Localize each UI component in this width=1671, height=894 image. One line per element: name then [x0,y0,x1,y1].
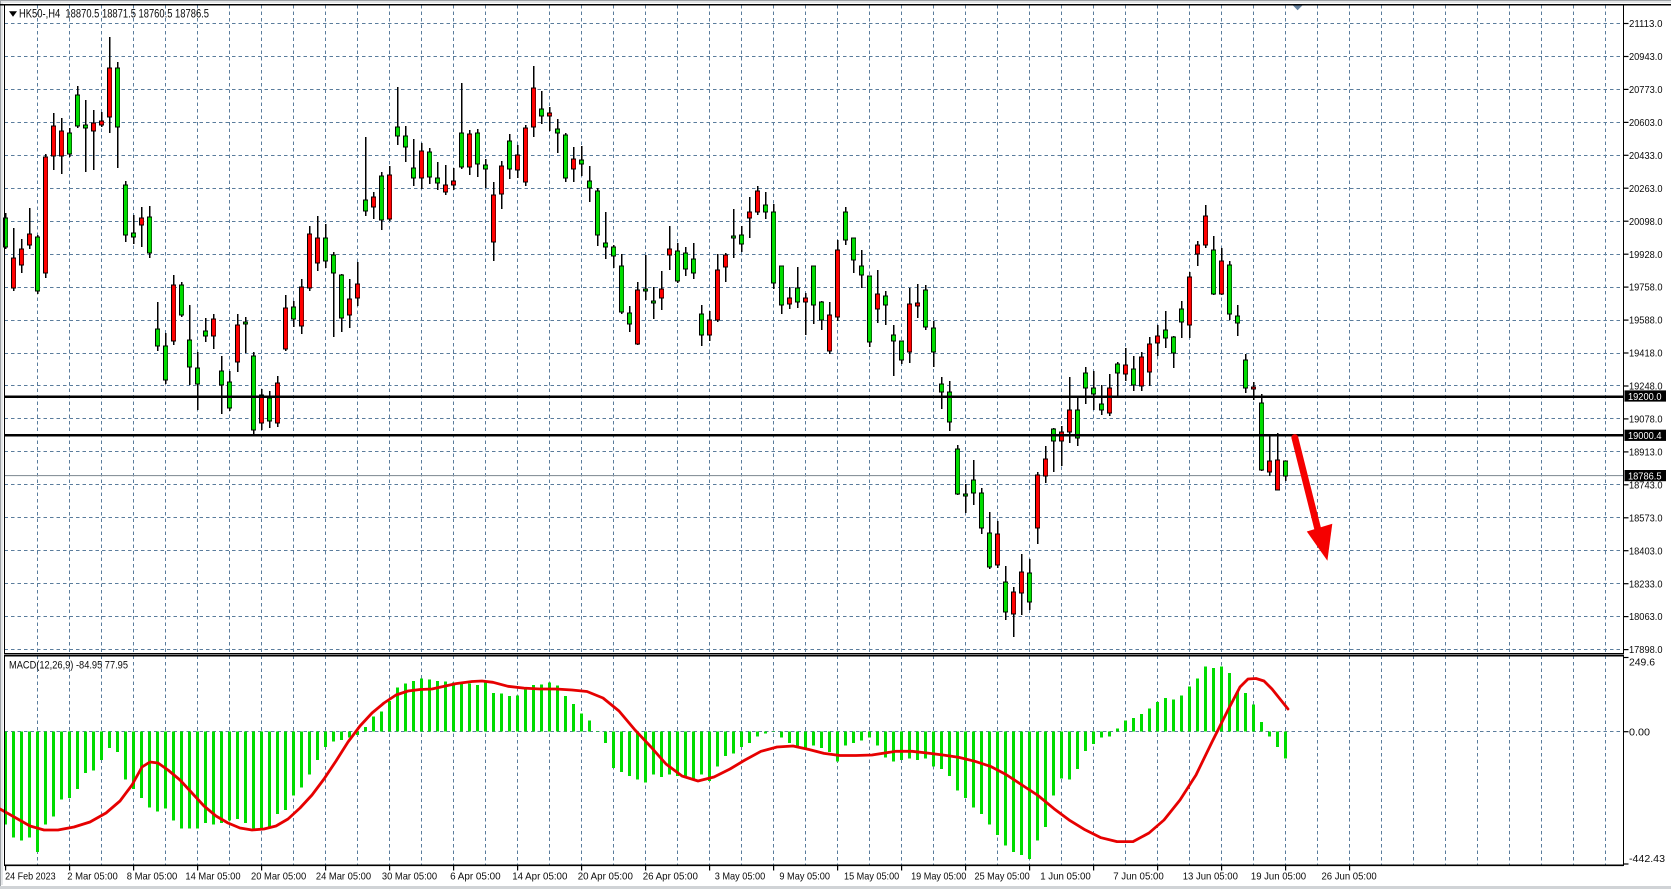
svg-text:19588.0: 19588.0 [1629,316,1663,327]
svg-text:19 May 05:00: 19 May 05:00 [911,872,966,883]
svg-text:20773.0: 20773.0 [1629,85,1663,96]
svg-text:19000.4: 19000.4 [1628,431,1662,442]
svg-text:19 Jun 05:00: 19 Jun 05:00 [1251,872,1306,883]
svg-text:20 Mar 05:00: 20 Mar 05:00 [251,872,306,883]
svg-text:18403.0: 18403.0 [1629,546,1663,557]
svg-text:2 Mar 05:00: 2 Mar 05:00 [67,872,118,883]
svg-text:18063.0: 18063.0 [1629,612,1663,623]
svg-text:20 Apr 05:00: 20 Apr 05:00 [578,872,633,883]
svg-text:1 Jun 05:00: 1 Jun 05:00 [1040,872,1091,883]
svg-text:19758.0: 19758.0 [1629,283,1663,294]
svg-text:24 Feb 2023: 24 Feb 2023 [5,872,56,883]
svg-text:-442.43: -442.43 [1629,854,1665,865]
svg-text:19248.0: 19248.0 [1629,382,1663,393]
svg-text:HK50-,H4 18870.5 18871.5 1876: HK50-,H4 18870.5 18871.5 18760.5 18786.5 [19,7,209,21]
svg-text:19200.0: 19200.0 [1628,392,1662,403]
svg-text:20603.0: 20603.0 [1629,118,1663,129]
svg-text:19078.0: 19078.0 [1629,415,1663,426]
svg-text:18913.0: 18913.0 [1629,448,1663,459]
svg-text:20098.0: 20098.0 [1629,217,1663,228]
svg-text:8 Mar 05:00: 8 Mar 05:00 [127,872,178,883]
svg-text:9 May 05:00: 9 May 05:00 [779,872,830,883]
svg-text:14 Mar 05:00: 14 Mar 05:00 [185,872,240,883]
svg-text:14 Apr 05:00: 14 Apr 05:00 [512,872,567,883]
svg-text:20433.0: 20433.0 [1629,151,1663,162]
svg-text:13 Jun 05:00: 13 Jun 05:00 [1183,872,1238,883]
svg-text:19928.0: 19928.0 [1629,250,1663,261]
svg-text:19418.0: 19418.0 [1629,349,1663,360]
svg-text:26 Jun 05:00: 26 Jun 05:00 [1322,872,1377,883]
svg-text:15 May 05:00: 15 May 05:00 [844,872,899,883]
svg-text:249.6: 249.6 [1629,658,1655,669]
svg-text:0.00: 0.00 [1629,727,1650,738]
svg-text:25 May 05:00: 25 May 05:00 [975,872,1030,883]
svg-text:24 Mar 05:00: 24 Mar 05:00 [316,872,371,883]
svg-text:30 Mar 05:00: 30 Mar 05:00 [382,872,437,883]
svg-text:18573.0: 18573.0 [1629,513,1663,524]
svg-text:18743.0: 18743.0 [1629,480,1663,491]
svg-text:18786.5: 18786.5 [1628,471,1662,482]
svg-text:21113.0: 21113.0 [1629,19,1663,30]
svg-text:7 Jun 05:00: 7 Jun 05:00 [1113,872,1164,883]
svg-text:26 Apr 05:00: 26 Apr 05:00 [643,872,698,883]
svg-text:MACD(12,26,9) -84.95 77.95: MACD(12,26,9) -84.95 77.95 [9,659,128,671]
svg-text:20943.0: 20943.0 [1629,52,1663,63]
svg-text:17898.0: 17898.0 [1629,645,1663,656]
svg-text:3 May 05:00: 3 May 05:00 [715,872,766,883]
svg-text:6 Apr 05:00: 6 Apr 05:00 [450,872,501,883]
svg-text:20263.0: 20263.0 [1629,184,1663,195]
svg-text:18233.0: 18233.0 [1629,579,1663,590]
